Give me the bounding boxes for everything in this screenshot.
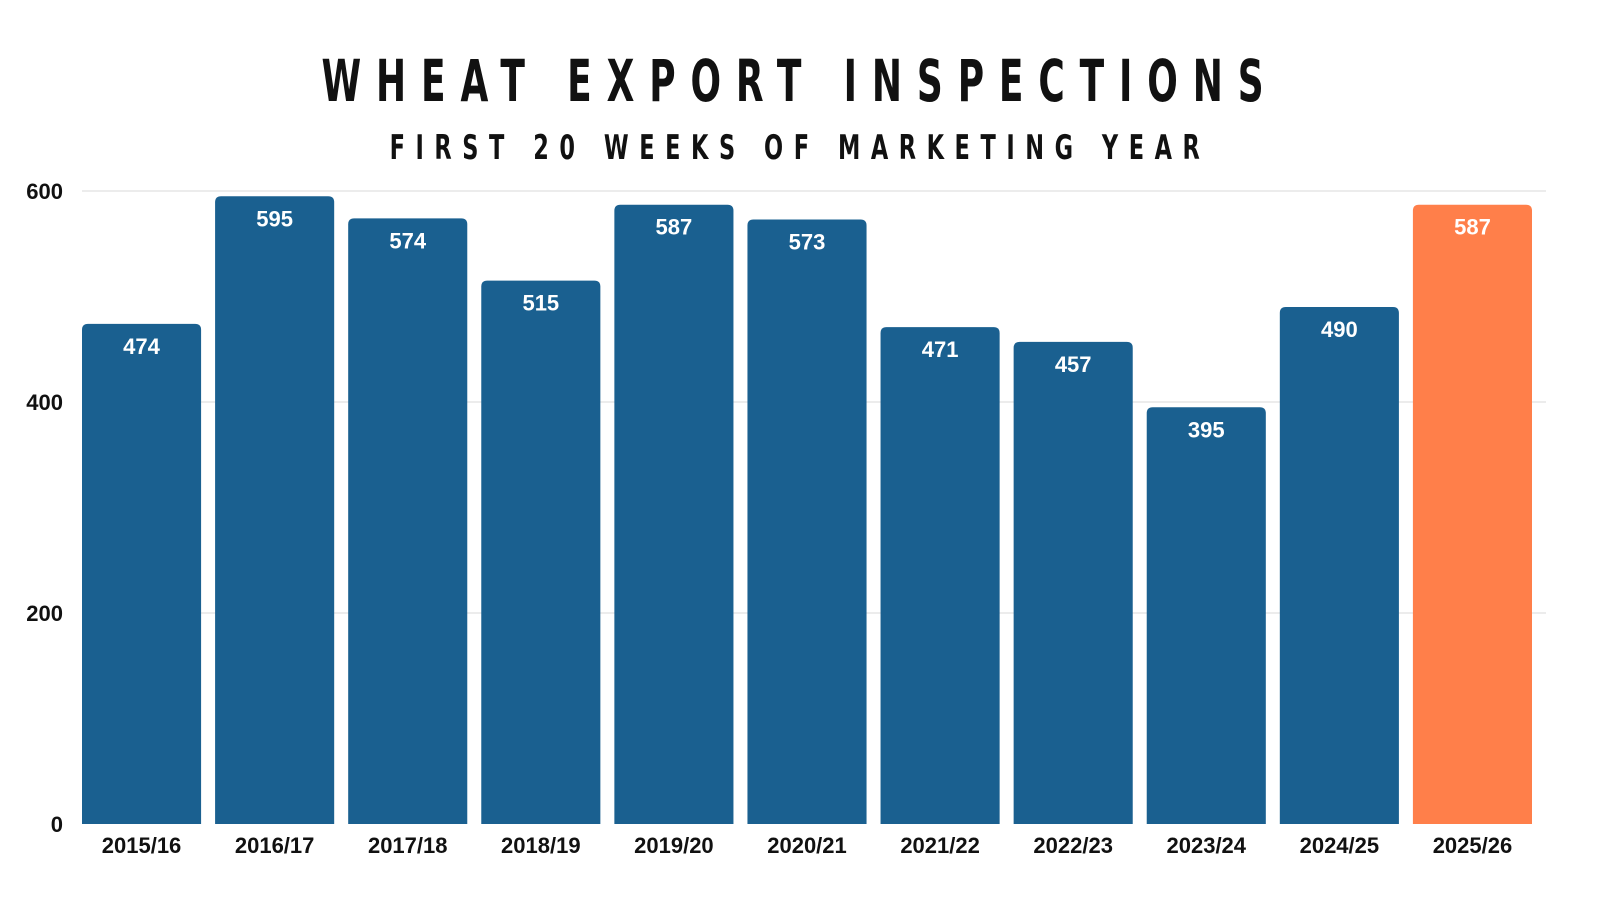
x-tick-label: 2015/16 (102, 833, 182, 858)
x-tick-label: 2020/21 (767, 833, 847, 858)
bar-2022-23 (1013, 341, 1133, 824)
value-label: 490 (1321, 317, 1358, 342)
value-label: 595 (256, 206, 293, 231)
x-tick-label: 2016/17 (235, 833, 315, 858)
value-label: 395 (1188, 417, 1225, 442)
bar-2024-25 (1279, 307, 1399, 824)
bar-2015-16 (82, 323, 202, 824)
bar-2016-17 (215, 196, 335, 824)
x-tick-label: 2022/23 (1033, 833, 1113, 858)
bar-2021-22 (880, 327, 1000, 824)
y-tick-label: 200 (26, 601, 63, 626)
value-label: 457 (1055, 352, 1092, 377)
value-label: 587 (656, 215, 693, 240)
value-label: 515 (522, 291, 559, 316)
bar-2017-18 (348, 218, 468, 824)
y-tick-label: 400 (26, 390, 63, 415)
x-tick-label: 2023/24 (1167, 833, 1247, 858)
bar-2018-19 (481, 280, 601, 824)
chart-subtitle: FIRST 20 WEEKS OF MARKETING YEAR (389, 128, 1211, 168)
bar-2019-20 (614, 204, 734, 825)
x-tick-label: 2025/26 (1433, 833, 1513, 858)
bar-2020-21 (747, 219, 867, 825)
x-tick-label: 2024/25 (1300, 833, 1380, 858)
x-tick-label: 2018/19 (501, 833, 581, 858)
value-label: 471 (922, 337, 959, 362)
x-tick-label: 2021/22 (900, 833, 980, 858)
bar-2023-24 (1146, 407, 1266, 824)
y-tick-label: 600 (26, 179, 63, 204)
value-label: 474 (123, 334, 160, 359)
bar-2025-26 (1412, 204, 1532, 825)
x-tick-label: 2019/20 (634, 833, 714, 858)
y-tick-label: 0 (51, 812, 63, 837)
value-label: 587 (1454, 215, 1491, 240)
value-labels: 474 595 574 515 587 573 471 457 395 490 587 (123, 206, 1491, 442)
chart-title: WHEAT EXPORT INSPECTIONS (321, 47, 1279, 115)
x-axis: 2015/16 2016/17 2017/18 2018/19 2019/20 2020/… (102, 833, 1512, 858)
value-label: 574 (389, 228, 426, 253)
bars (82, 196, 1532, 825)
x-tick-label: 2017/18 (368, 833, 448, 858)
value-label: 573 (789, 229, 826, 254)
y-axis: 0 200 400 600 (26, 179, 63, 837)
